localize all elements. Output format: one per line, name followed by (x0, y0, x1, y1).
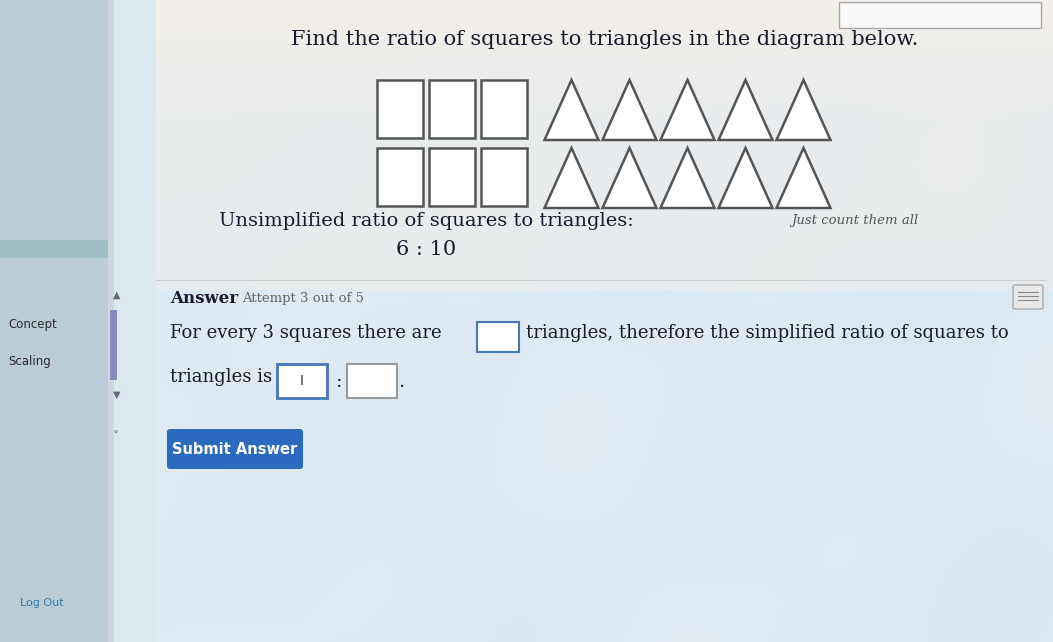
Bar (480, 80, 526, 138)
Polygon shape (660, 148, 715, 208)
Text: triangles, therefore the simplified ratio of squares to: triangles, therefore the simplified rati… (526, 324, 1009, 342)
Text: ˅: ˅ (113, 430, 119, 443)
Bar (429, 80, 475, 138)
Bar (110, 310, 117, 380)
Text: Attempt 3 out of 5: Attempt 3 out of 5 (242, 292, 364, 305)
FancyBboxPatch shape (167, 429, 303, 469)
Text: :: : (336, 373, 342, 391)
Bar (156, 0, 1053, 290)
Text: Unsimplified ratio of squares to triangles:: Unsimplified ratio of squares to triangl… (219, 212, 633, 230)
Text: 6 : 10: 6 : 10 (396, 240, 456, 259)
Text: ▼: ▼ (113, 390, 120, 400)
Text: I: I (300, 374, 304, 388)
Text: Submit Answer: Submit Answer (173, 442, 298, 458)
Bar (0, 0, 108, 642)
Bar (114, 0, 156, 642)
Text: Find the ratio of squares to triangles in the diagram below.: Find the ratio of squares to triangles i… (291, 30, 918, 49)
Polygon shape (718, 80, 773, 140)
Polygon shape (776, 148, 831, 208)
Text: triangles is: triangles is (170, 368, 272, 386)
Text: .: . (399, 372, 405, 391)
FancyBboxPatch shape (347, 364, 397, 398)
FancyBboxPatch shape (477, 322, 519, 352)
Text: Scaling: Scaling (8, 355, 51, 368)
FancyBboxPatch shape (839, 2, 1041, 28)
Text: Just count them all: Just count them all (792, 214, 918, 227)
Bar (480, 148, 526, 206)
Polygon shape (718, 148, 773, 208)
Polygon shape (544, 80, 598, 140)
Bar (377, 148, 422, 206)
FancyBboxPatch shape (277, 364, 327, 398)
Bar (108, 0, 114, 642)
Bar (429, 148, 475, 206)
FancyBboxPatch shape (1013, 285, 1044, 309)
Polygon shape (660, 80, 715, 140)
Text: Answer: Answer (170, 290, 238, 307)
Polygon shape (602, 80, 656, 140)
Polygon shape (602, 148, 656, 208)
Text: For every 3 squares there are: For every 3 squares there are (170, 324, 441, 342)
Text: Concept: Concept (8, 318, 57, 331)
Text: ▲: ▲ (113, 290, 120, 300)
Bar (377, 80, 422, 138)
Bar (0, 240, 108, 258)
Polygon shape (544, 148, 598, 208)
Polygon shape (776, 80, 831, 140)
Text: Log Out: Log Out (20, 598, 63, 608)
